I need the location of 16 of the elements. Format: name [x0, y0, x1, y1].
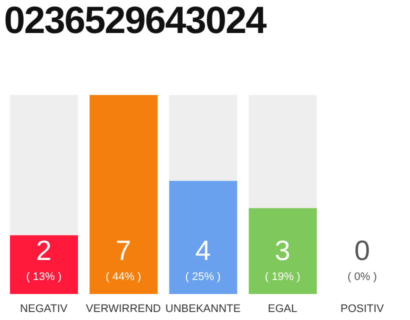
- annotation: 3: [274, 235, 290, 266]
- annotation: 2: [36, 235, 52, 266]
- data-label: ( 13% ): [26, 271, 62, 283]
- data-label: ( 44% ): [106, 271, 142, 283]
- chart-title: 0236529643024: [4, 0, 266, 43]
- annotation: 4: [195, 235, 211, 266]
- data-label: ( 19% ): [264, 271, 300, 283]
- data-label: ( 25% ): [185, 271, 221, 283]
- x-tick-label: NEGATIV: [20, 303, 68, 315]
- annotation: 7: [116, 235, 132, 266]
- annotation: 0: [354, 235, 370, 266]
- x-tick-label: EGAL: [268, 303, 298, 315]
- x-tick-label: POSITIV: [340, 303, 385, 315]
- x-tick-label: UNBEKANNTE: [165, 303, 241, 315]
- data-label: ( 0% ): [348, 271, 377, 283]
- x-tick-label: VERWIRREND: [86, 303, 161, 315]
